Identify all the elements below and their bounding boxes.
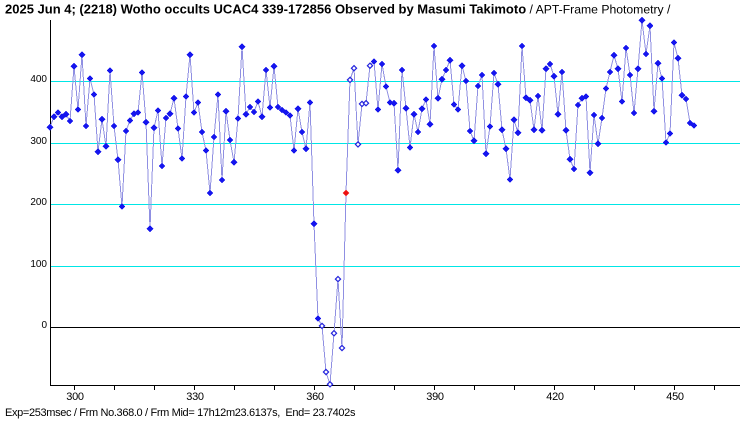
svg-text:0: 0: [41, 320, 47, 331]
svg-text:450: 450: [666, 391, 684, 403]
svg-text:390: 390: [426, 391, 444, 403]
svg-text:100: 100: [30, 259, 47, 270]
svg-text:330: 330: [186, 391, 204, 403]
svg-text:420: 420: [546, 391, 564, 403]
svg-text:360: 360: [306, 391, 324, 403]
svg-text:2025 Jun 4; (2218) Wotho occul: 2025 Jun 4; (2218) Wotho occults UCAC4 3…: [5, 1, 671, 16]
svg-text:200: 200: [30, 197, 47, 208]
svg-text:Exp=253msec / Frm No.368.0 / F: Exp=253msec / Frm No.368.0 / Frm Mid= 17…: [5, 407, 356, 419]
svg-text:300: 300: [30, 136, 47, 147]
svg-text:400: 400: [30, 74, 47, 85]
svg-text:300: 300: [66, 391, 84, 403]
